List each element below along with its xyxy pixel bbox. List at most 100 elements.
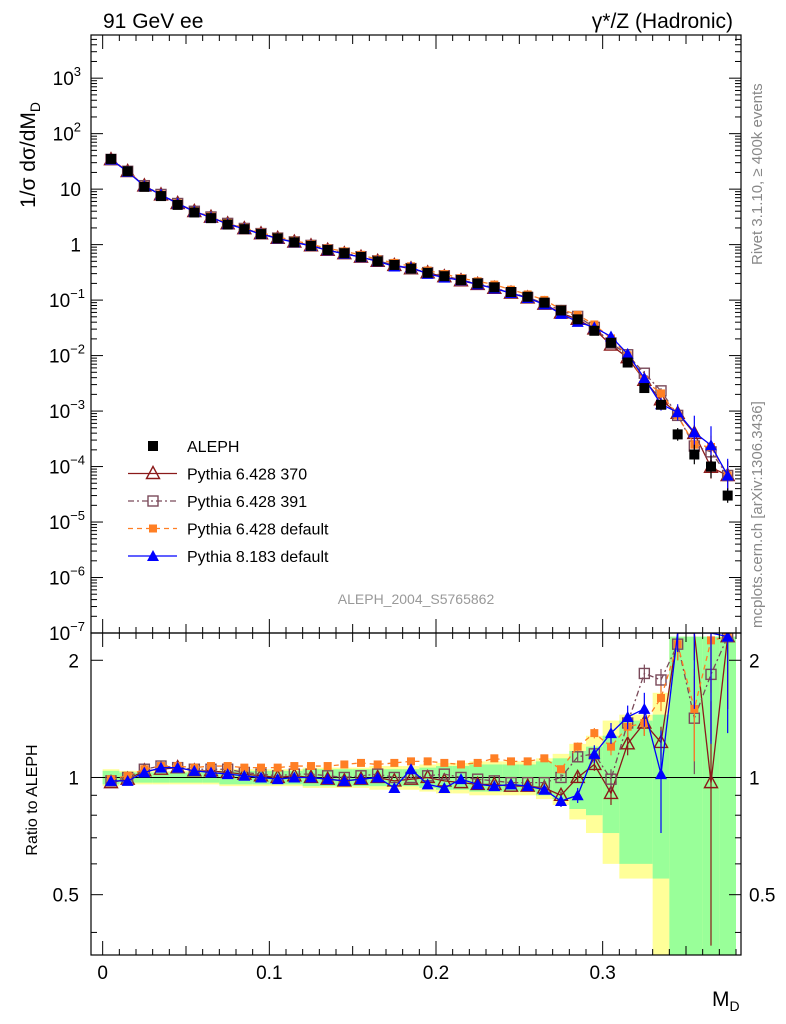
ratio-point-p8 (288, 771, 301, 783)
ratio-point-p8 (121, 774, 134, 786)
ratio-ylabel: Ratio to ALEPH (24, 744, 41, 855)
data-point (389, 259, 400, 270)
data-point (622, 357, 633, 368)
ratio-point-p8 (588, 747, 601, 759)
data-point (472, 278, 483, 289)
data-point (439, 271, 450, 282)
data-point (656, 399, 666, 410)
ratio-point-p370 (569, 769, 586, 784)
energy-label: 91 GeV ee (103, 10, 203, 33)
data-point (722, 490, 733, 501)
ratio-point-p6def (523, 757, 532, 766)
ratio-point-p6def (323, 762, 332, 771)
data-point (239, 224, 250, 235)
main-ytick-label: 10−3 (49, 397, 85, 423)
data-point (256, 229, 266, 240)
data-point (139, 181, 150, 192)
main-plot-area (103, 151, 736, 503)
legend-marker-data (148, 441, 158, 451)
legend-entry-p8: Pythia 8.183 default (128, 549, 329, 566)
data-point (289, 237, 300, 248)
data-point (522, 291, 533, 302)
main-ytick-label: 10 (60, 180, 81, 201)
main-ytick-label: 10−5 (49, 508, 85, 534)
x-tick-label: 0.2 (423, 963, 449, 984)
ratio-point-p6def (507, 757, 515, 766)
ratio-point-p8 (338, 774, 351, 786)
ratio-point-p391 (605, 773, 617, 785)
ratio-line-p370 (110, 633, 729, 797)
data-point (222, 219, 233, 230)
data-point (206, 213, 216, 224)
band-stat (686, 636, 703, 955)
ratio-point-p6def (373, 760, 382, 769)
ratio-ytick-label-right: 2 (749, 651, 760, 672)
legend-label-p6def: Pythia 6.428 default (187, 522, 329, 539)
ratio-point-p6def (440, 758, 449, 767)
ratio-ytick-label-right: 0.5 (749, 886, 775, 907)
ratio-point-p8 (721, 633, 734, 642)
main-ytick-label: 103 (53, 64, 81, 90)
ratio-point-p370 (403, 770, 419, 785)
ratio-point-p6def (657, 694, 665, 703)
ratio-point-p370 (619, 735, 636, 750)
ratio-point-p8 (155, 761, 167, 773)
x-tick-label: 0.1 (256, 963, 282, 984)
legend-marker-p391 (147, 495, 159, 507)
ratio-ytick-label: 2 (68, 651, 79, 672)
ratio-point-p6def (207, 762, 215, 771)
legend-entry-p391: Pythia 6.428 391 (128, 494, 307, 511)
ratio-point-p8 (605, 727, 617, 739)
rivet-label: Rivet 3.1.10, ≥ 400k events (749, 83, 766, 265)
data-point (589, 325, 600, 336)
data-point (489, 282, 500, 293)
main-line-p8 (110, 158, 729, 476)
ratio-point-p8 (488, 780, 501, 792)
data-point (306, 240, 316, 251)
ratio-point-p6def (290, 762, 299, 771)
ratio-point-p6def (557, 765, 565, 774)
legend-label-p370: Pythia 6.428 370 (187, 467, 307, 484)
ratio-series-p8 (105, 633, 734, 834)
ratio-point-p8 (205, 766, 217, 778)
data-point (272, 233, 283, 244)
legend-entry-p6def: Pythia 6.428 default (128, 522, 329, 539)
legend-label-data: ALEPH (187, 439, 239, 456)
main-series-data (106, 153, 733, 503)
main-point-p6def (657, 389, 665, 398)
ratio-point-p6def (407, 757, 415, 766)
ratio-point-p8 (355, 773, 367, 785)
ratio-uncertainty-bands (102, 636, 736, 955)
ratio-point-p8 (171, 761, 184, 773)
main-point-p8 (638, 372, 651, 384)
x-tick-label: 0.3 (589, 963, 615, 984)
ratio-point-p8 (505, 778, 517, 790)
svg-text:1/σ dσ/dMD: 1/σ dσ/dMD (17, 102, 43, 208)
ratio-ytick-label-right: 1 (749, 768, 760, 789)
data-point (639, 383, 650, 394)
main-point-p8 (621, 347, 634, 359)
main-ytick-label: 10−4 (49, 453, 85, 479)
legend-marker-p8 (147, 550, 159, 561)
main-point-p8 (705, 439, 717, 451)
analysis-tag: ALEPH_2004_S5765862 (338, 591, 495, 607)
data-point (122, 166, 133, 177)
main-ylabel: 1/σ dσ/dMD (17, 102, 43, 208)
ratio-point-p8 (555, 795, 567, 807)
ratio-point-p391 (638, 667, 651, 680)
data-point (606, 337, 616, 348)
data-point (456, 275, 466, 286)
main-line-p391 (110, 158, 729, 476)
main-line-p6def (110, 158, 729, 476)
band-stat (636, 720, 653, 864)
main-ytick-label: 102 (53, 120, 81, 146)
ratio-point-p8 (521, 780, 534, 792)
legend-entry-p370: Pythia 6.428 370 (128, 465, 307, 484)
data-point (506, 286, 516, 297)
main-frame (90, 34, 742, 634)
ratio-point-p8 (621, 710, 634, 722)
main-ytick-label: 10−1 (49, 286, 85, 312)
data-point (322, 244, 333, 255)
ratio-point-p6def (540, 754, 549, 763)
